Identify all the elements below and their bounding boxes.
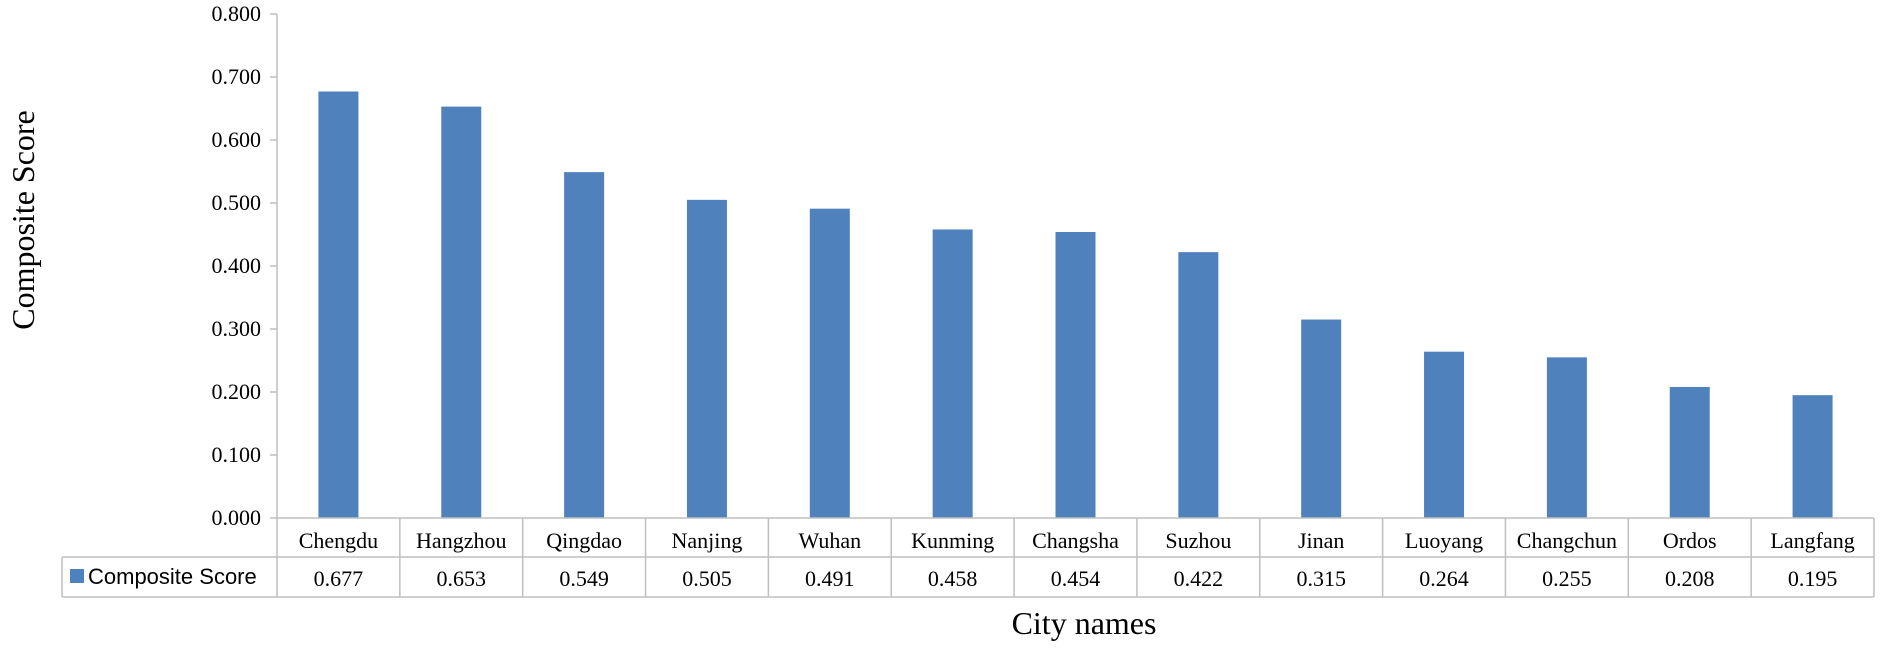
bar (809, 208, 850, 519)
category-label: Ordos (1663, 528, 1717, 553)
legend-swatch (70, 569, 84, 583)
category-label: Luoyang (1405, 528, 1483, 553)
category-label: Jinan (1298, 528, 1344, 553)
value-label: 0.549 (559, 566, 609, 591)
y-tick-label: 0.300 (212, 316, 262, 341)
y-axis-title: Composite Score (5, 110, 41, 330)
value-label: 0.195 (1788, 566, 1838, 591)
category-label: Nanjing (672, 528, 743, 553)
y-tick-label: 0.400 (212, 253, 262, 278)
value-label: 0.454 (1051, 566, 1101, 591)
category-label: Kunming (911, 528, 994, 553)
y-tick-label: 0.100 (212, 442, 262, 467)
bar (1424, 351, 1465, 518)
category-label: Wuhan (798, 528, 861, 553)
value-label: 0.505 (682, 566, 732, 591)
bar (564, 172, 605, 518)
value-label: 0.422 (1174, 566, 1224, 591)
bar (686, 199, 727, 518)
category-label: Changsha (1032, 528, 1119, 553)
data-table: Chengdu Hangzhou Qingdao Nanjing Wuhan Kunmin… (61, 517, 1875, 598)
value-label: 0.677 (314, 566, 364, 591)
value-label: 0.264 (1419, 566, 1469, 591)
y-tick-label: 0.200 (212, 379, 262, 404)
category-label: Changchun (1517, 528, 1617, 553)
bars (318, 91, 1833, 519)
y-tick-label: 0.000 (212, 505, 262, 530)
bar (1178, 252, 1219, 518)
y-tick-label: 0.600 (212, 127, 262, 152)
y-tick-label: 0.700 (212, 64, 262, 89)
y-tick-label: 0.500 (212, 190, 262, 215)
bar (932, 229, 973, 518)
value-label: 0.208 (1665, 566, 1715, 591)
bar (318, 91, 359, 519)
value-label: 0.491 (805, 566, 855, 591)
value-label: 0.458 (928, 566, 978, 591)
bar (441, 106, 482, 519)
value-label: 0.315 (1296, 566, 1346, 591)
category-label: Qingdao (546, 528, 622, 553)
value-label: 0.653 (437, 566, 487, 591)
value-label: 0.255 (1542, 566, 1592, 591)
x-axis-title: City names (1012, 605, 1157, 641)
category-label: Suzhou (1165, 528, 1231, 553)
category-label: Chengdu (299, 528, 378, 553)
category-label: Langfang (1770, 528, 1854, 553)
bar (1055, 231, 1096, 519)
category-label: Hangzhou (416, 528, 506, 553)
bar (1792, 395, 1833, 518)
legend-label: Composite Score (88, 564, 257, 589)
bar (1546, 357, 1587, 518)
y-tick-label: 0.800 (212, 1, 262, 26)
axes: 0.000 0.100 0.200 0.300 0.400 0.500 0.600 0.700… (212, 1, 278, 530)
bar (1669, 386, 1710, 518)
bar (1301, 319, 1342, 518)
